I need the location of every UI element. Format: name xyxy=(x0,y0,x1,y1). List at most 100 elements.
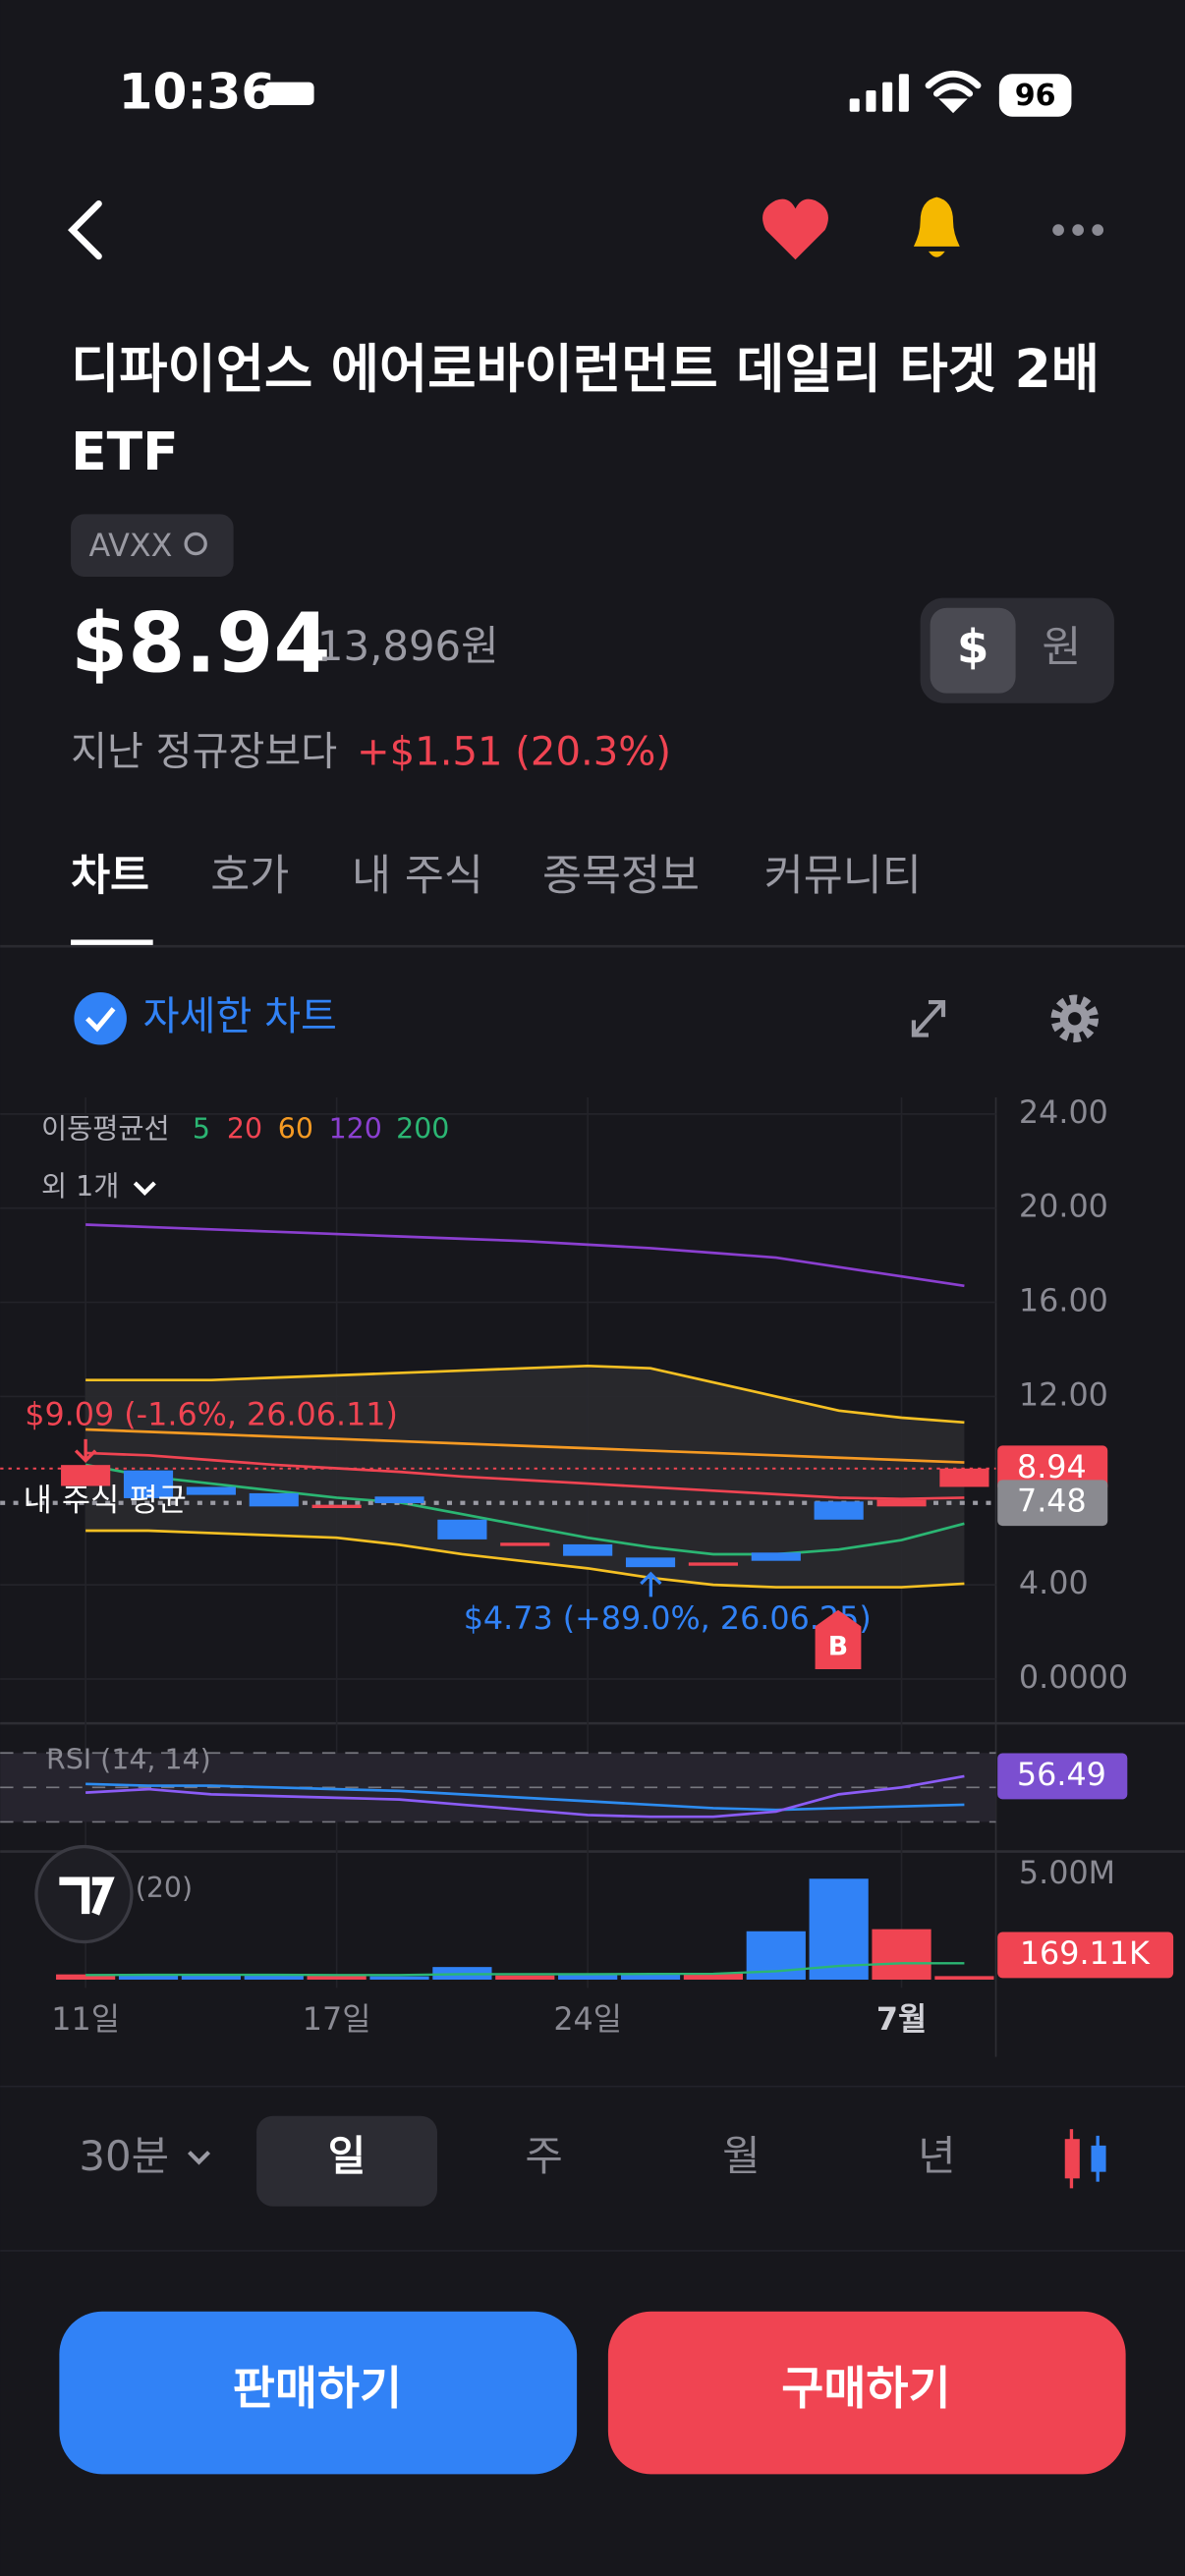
rsi-label: RSI (14, 14) xyxy=(46,1744,211,1776)
currency-krw[interactable]: 원 xyxy=(1042,624,1081,673)
ma-legend-item: 20 xyxy=(227,1112,262,1145)
dropdown-icon xyxy=(133,1181,156,1196)
y-tick-label: 4.00 xyxy=(1019,1566,1089,1601)
chart: 11일 17일 24일 7월 0.0000 4.00 12.00 16.00 20.00 24.0… xyxy=(0,1095,1174,2038)
volume-bar xyxy=(683,1973,744,1980)
candle-body xyxy=(374,1496,424,1503)
candle-body xyxy=(249,1492,299,1507)
detail-chart[interactable]: 자세한 차트 xyxy=(143,994,337,1039)
band-lower xyxy=(85,1529,965,1589)
more-indicators[interactable]: 외 1개 xyxy=(41,1170,119,1203)
low-note: $4.73 (+89.0%, 26.06.25) xyxy=(464,1601,872,1637)
tab[interactable]: 종목정보 xyxy=(542,852,700,901)
sell-label: 판매하기 xyxy=(233,2363,402,2416)
volume-bar xyxy=(56,1974,116,1980)
candle-body xyxy=(939,1468,989,1487)
volume-bar xyxy=(809,1878,869,1980)
settings-button[interactable] xyxy=(1050,994,1100,1043)
wifi-icon xyxy=(925,70,982,114)
y-tick-label: 12.00 xyxy=(1019,1377,1108,1413)
buy-marker: B xyxy=(828,1632,848,1662)
rsi-badge xyxy=(997,1753,1128,1800)
candle-body xyxy=(688,1562,738,1566)
sleep-icon xyxy=(264,82,314,106)
battery-icon xyxy=(998,74,1072,117)
avg-badge xyxy=(997,1480,1108,1527)
candle-body xyxy=(625,1557,676,1568)
period-selected xyxy=(256,2115,437,2207)
current-price: 8.94 xyxy=(1017,1450,1087,1485)
candle-body xyxy=(61,1465,111,1486)
candle-body xyxy=(563,1543,613,1556)
more-button[interactable] xyxy=(1052,224,1104,236)
volume-badge xyxy=(997,1932,1174,1979)
avg-price: 7.48 xyxy=(1017,1484,1087,1520)
volume-bar xyxy=(934,1976,994,1980)
price: $8.94 xyxy=(71,594,330,691)
candle-body xyxy=(751,1552,801,1561)
period[interactable]: 일 xyxy=(328,2132,366,2180)
buy-button[interactable] xyxy=(607,2311,1126,2475)
volume-bar xyxy=(620,1974,681,1980)
checkbox[interactable] xyxy=(74,992,127,1045)
chart-type-button[interactable] xyxy=(1064,2129,1106,2189)
volume-bar xyxy=(181,1974,241,1980)
moving-average xyxy=(85,1428,965,1464)
avg-label: 내 주식 평균 xyxy=(24,1483,187,1518)
battery-level: 96 xyxy=(1015,79,1056,113)
tab[interactable]: 차트 xyxy=(71,852,149,901)
ticker-pill[interactable] xyxy=(71,514,234,577)
check-icon xyxy=(85,1007,116,1033)
title-line: ETF xyxy=(71,420,179,482)
low-arrow xyxy=(640,1571,662,1597)
buy-marker-bg xyxy=(815,1609,862,1669)
settings-icon-hole xyxy=(1068,1012,1082,1026)
dropdown-icon xyxy=(187,2151,211,2165)
candle-body xyxy=(437,1519,487,1540)
tab[interactable]: 커뮤니티 xyxy=(764,852,922,901)
title-line: 디파이언스 에어로바이런먼트 데일리 타겟 2배 xyxy=(71,338,1100,400)
volume-bar xyxy=(558,1974,618,1980)
volume-bar xyxy=(307,1975,367,1980)
change-prefix: 지난 정규장보다 xyxy=(71,730,337,775)
signal-icon xyxy=(849,74,909,112)
period[interactable]: 주 xyxy=(525,2132,562,2180)
volume-ma xyxy=(85,1962,965,1977)
candle-body xyxy=(186,1486,236,1495)
high-arrow xyxy=(74,1438,97,1463)
period[interactable]: 월 xyxy=(722,2132,760,2180)
ma-legend-item: 200 xyxy=(396,1112,449,1145)
status-time: 10:36 xyxy=(119,62,276,120)
x-tick-label: 24일 xyxy=(553,2002,622,2038)
back-button[interactable] xyxy=(68,200,102,260)
period[interactable]: 30분 xyxy=(79,2132,169,2180)
sell-button[interactable] xyxy=(59,2311,578,2475)
ma-legend-item: 60 xyxy=(278,1112,313,1145)
expand-button[interactable] xyxy=(911,999,946,1037)
volume-last: 169.11K xyxy=(1020,1936,1151,1972)
tab[interactable]: 내 주식 xyxy=(352,852,483,901)
candle-body xyxy=(876,1499,927,1507)
price-krw: 13,896원 xyxy=(317,622,499,670)
volume-bar xyxy=(118,1974,179,1980)
periods: 30분 일 주 월 년 xyxy=(79,2132,955,2180)
volume-bar xyxy=(872,1929,931,1980)
tab[interactable]: 호가 xyxy=(210,852,289,901)
period[interactable]: 년 xyxy=(918,2132,955,2180)
buy-label: 구매하기 xyxy=(781,2363,950,2416)
high-note: $9.09 (-1.6%, 26.06.11) xyxy=(25,1397,398,1432)
favorite-button[interactable] xyxy=(762,198,828,260)
alert-button[interactable] xyxy=(913,196,960,257)
y-tick-label: 24.00 xyxy=(1019,1095,1108,1131)
ma-legend-item: 5 xyxy=(193,1112,210,1145)
logo-mark xyxy=(59,1876,115,1916)
x-tick-label: 11일 xyxy=(51,2002,120,2038)
currency-usd[interactable]: $ xyxy=(957,622,989,675)
change: +$1.51 (20.3%) xyxy=(357,730,671,775)
candle-body xyxy=(123,1470,174,1498)
band-upper xyxy=(85,1364,965,1425)
x-tick-label: 17일 xyxy=(303,2002,371,2038)
